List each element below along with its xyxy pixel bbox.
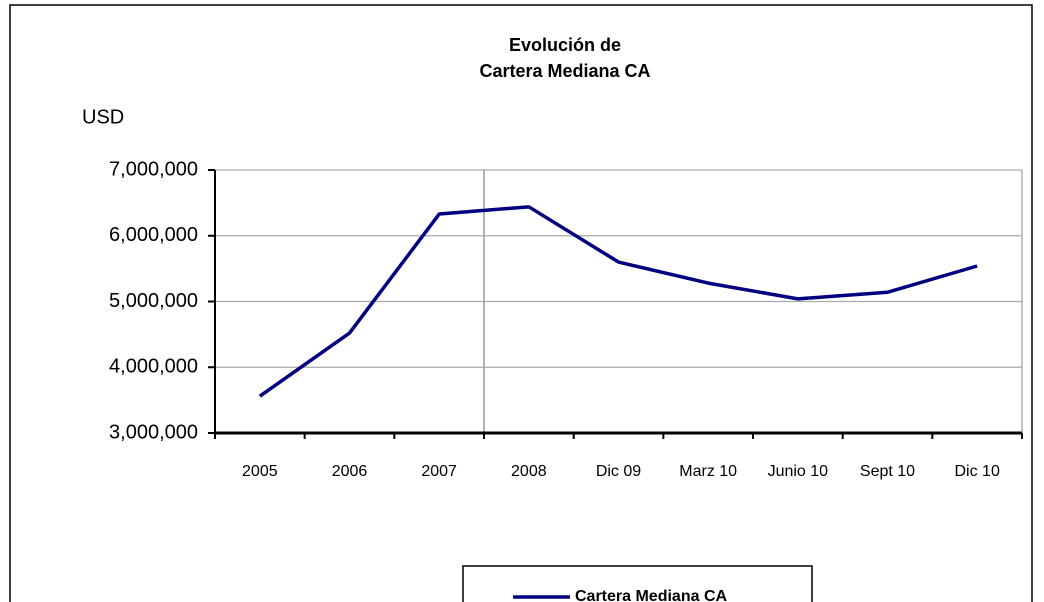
x-tick-label: 2005 [242, 463, 278, 480]
y-axis-label: USD [82, 106, 124, 128]
y-tick-label: 6,000,000 [109, 224, 198, 246]
legend-label: Cartera Mediana CA [575, 588, 727, 602]
x-tick-label: 2007 [421, 463, 457, 480]
y-tick-label: 3,000,000 [109, 421, 198, 443]
x-tick-label: Dic 09 [596, 463, 641, 480]
y-tick-label: 7,000,000 [109, 158, 198, 180]
x-tick-label: 2006 [332, 463, 368, 480]
x-tick-label: Marz 10 [679, 463, 737, 480]
x-tick-label: 2008 [511, 463, 547, 480]
y-tick-label: 5,000,000 [109, 290, 198, 312]
y-tick-label: 4,000,000 [109, 356, 198, 378]
x-tick-label: Dic 10 [954, 463, 999, 480]
x-tick-label: Junio 10 [768, 463, 829, 480]
line [258, 205, 978, 398]
chart-title: Evolución de [509, 35, 621, 55]
x-tick-label: Sept 10 [860, 463, 915, 480]
chart-title: Cartera Mediana CA [479, 61, 650, 81]
frame [9, 4, 1033, 602]
